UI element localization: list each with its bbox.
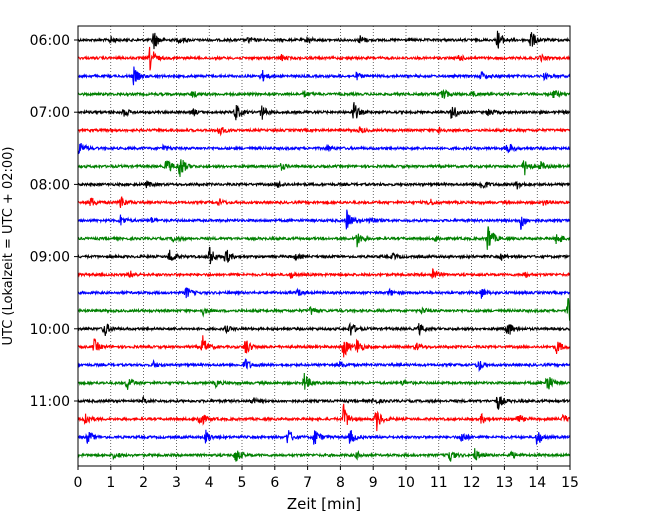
trace-0930 (77, 287, 571, 299)
x-axis-label: Zeit [min] (287, 495, 361, 513)
y-tick-label-0800: 08:00 (30, 177, 70, 193)
trace-1145 (77, 448, 571, 462)
x-tick-label-15: 15 (561, 475, 579, 491)
trace-0730 (77, 142, 571, 155)
trace-1045 (77, 372, 571, 390)
y-tick-label-1100: 11:00 (30, 394, 70, 410)
x-tick-label-4: 4 (205, 475, 214, 491)
trace-1130 (77, 429, 571, 446)
trace-1100 (77, 395, 571, 410)
trace-1015 (77, 335, 571, 358)
x-tick-label-5: 5 (238, 475, 247, 491)
x-tick-label-13: 13 (495, 475, 513, 491)
trace-0745 (77, 159, 571, 178)
x-tick-label-1: 1 (106, 475, 115, 491)
y-axis-ticks: 06:00 07:00 08:00 09:00 10:00 11:00 (30, 33, 78, 410)
x-tick-label-14: 14 (528, 475, 546, 491)
trace-0800 (77, 180, 571, 190)
plot-frame (77, 25, 571, 467)
y-tick-label-0900: 09:00 (30, 250, 70, 266)
x-tick-label-8: 8 (336, 475, 345, 491)
trace-0700 (77, 102, 571, 121)
trace-0645 (77, 88, 571, 99)
y-tick-label-0700: 07:00 (30, 105, 70, 121)
seismic-traces (77, 30, 571, 462)
trace-0630 (77, 66, 571, 86)
trace-0830 (77, 209, 571, 230)
trace-0600 (77, 30, 571, 50)
trace-1000 (77, 321, 571, 337)
trace-0815 (77, 196, 571, 208)
y-axis-label: UTC (Lokalzeit = UTC + 02:00) (1, 147, 16, 346)
trace-0900 (77, 246, 571, 265)
x-tick-label-11: 11 (430, 475, 448, 491)
x-tick-label-3: 3 (172, 475, 181, 491)
x-tick-label-2: 2 (139, 475, 148, 491)
x-tick-label-9: 9 (369, 475, 378, 491)
x-tick-label-0: 0 (74, 475, 83, 491)
trace-0715 (77, 126, 571, 137)
trace-1115 (77, 403, 571, 432)
trace-1030 (77, 358, 571, 373)
grid-lines (110, 26, 538, 466)
x-axis-ticks: 0 1 2 3 4 5 6 7 8 9 10 11 12 13 14 15 (74, 466, 579, 491)
x-tick-label-12: 12 (463, 475, 481, 491)
trace-0845 (77, 226, 571, 250)
y-tick-label-1000: 10:00 (30, 322, 70, 338)
x-tick-label-6: 6 (270, 475, 279, 491)
x-tick-label-7: 7 (303, 475, 312, 491)
x-tick-label-10: 10 (397, 475, 415, 491)
trace-0915 (77, 268, 571, 279)
trace-0615 (77, 46, 571, 71)
y-tick-label-0600: 06:00 (30, 33, 70, 49)
trace-0945 (77, 297, 571, 321)
